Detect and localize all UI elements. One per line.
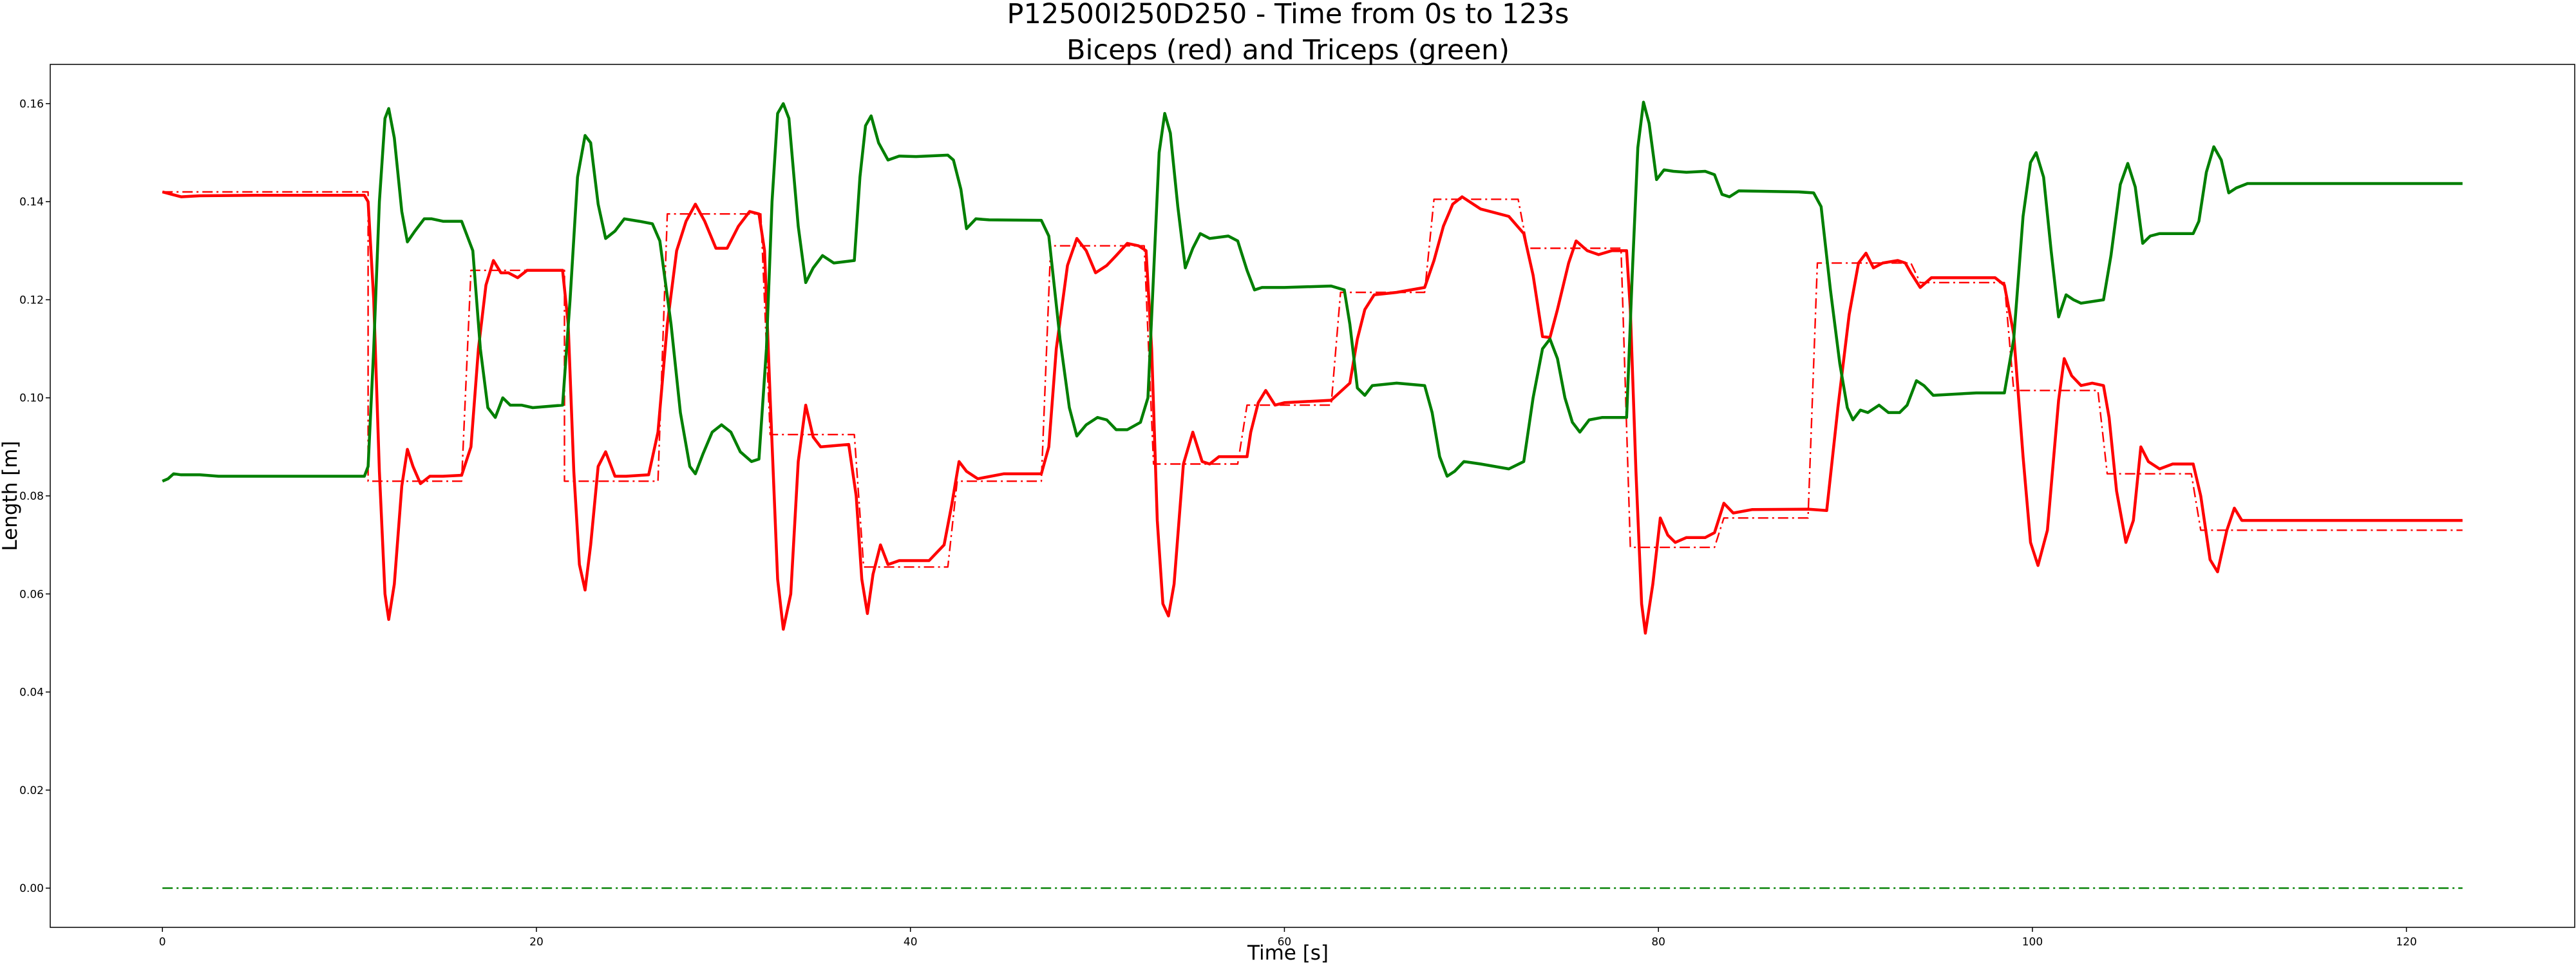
y-tick-label: 0.08 <box>19 490 44 503</box>
biceps-reference-line <box>162 191 2463 568</box>
y-tick: 0.08 <box>19 490 50 503</box>
x-tick-label: 120 <box>2396 936 2416 949</box>
y-tick-label: 0.02 <box>19 784 44 797</box>
plot-area <box>50 64 2575 928</box>
y-tick: 0.00 <box>19 882 50 895</box>
x-tick-label: 0 <box>159 936 166 949</box>
triceps-line <box>162 100 2463 483</box>
y-tick: 0.16 <box>19 98 50 111</box>
x-tick-label: 80 <box>1651 936 1665 949</box>
y-tick-label: 0.06 <box>19 588 44 601</box>
y-tick: 0.04 <box>19 687 50 699</box>
y-tick: 0.12 <box>19 294 50 307</box>
x-tick: 0 <box>159 927 166 949</box>
biceps-line <box>162 190 2463 635</box>
x-axis-ticks: 0 20 40 60 80 100 120 <box>159 927 2417 949</box>
y-tick: 0.02 <box>19 784 50 797</box>
x-tick: 20 <box>529 927 544 949</box>
x-axis-label: Time [s] <box>1247 942 1329 965</box>
x-tick: 80 <box>1651 927 1665 949</box>
series-layer <box>162 100 2463 889</box>
y-tick-label: 0.12 <box>19 294 44 307</box>
chart-subtitle: Biceps (red) and Triceps (green) <box>1066 34 1510 66</box>
x-tick-label: 40 <box>904 936 918 949</box>
x-tick: 40 <box>904 927 918 949</box>
y-axis-ticks: 0.00 0.02 0.04 0.06 0.08 0.10 0.12 0.14 … <box>19 98 50 895</box>
y-tick: 0.10 <box>19 392 50 405</box>
y-tick: 0.06 <box>19 588 50 601</box>
x-tick: 60 <box>1278 927 1292 949</box>
x-tick: 100 <box>2022 927 2043 949</box>
x-tick-label: 60 <box>1278 936 1292 949</box>
y-tick: 0.14 <box>19 196 50 209</box>
y-tick-label: 0.16 <box>19 98 44 111</box>
y-tick-label: 0.04 <box>19 687 44 699</box>
y-tick-label: 0.00 <box>19 882 44 895</box>
y-tick-label: 0.10 <box>19 392 44 405</box>
x-tick-label: 100 <box>2022 936 2043 949</box>
x-tick: 120 <box>2396 927 2417 949</box>
y-tick-label: 0.14 <box>19 196 44 209</box>
chart-title: P12500I250D250 - Time from 0s to 123s <box>1007 0 1569 30</box>
x-tick-label: 20 <box>529 936 544 949</box>
y-axis-label: Length [m] <box>0 440 22 551</box>
